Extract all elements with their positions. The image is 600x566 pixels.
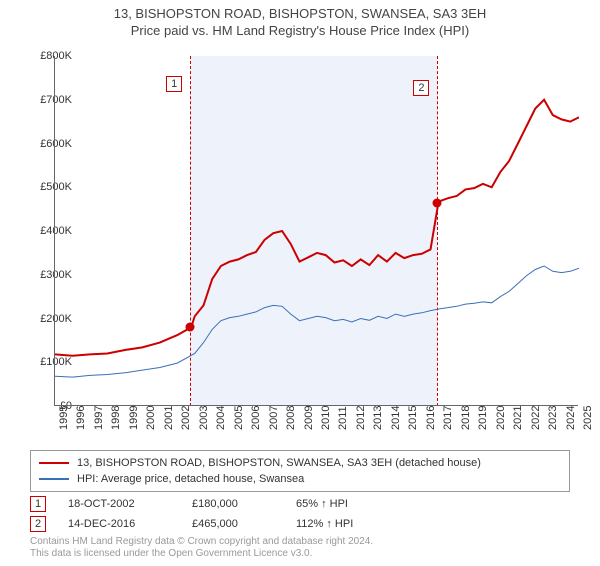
event-table: 1 18-OCT-2002 £180,000 65% ↑ HPI 2 14-DE… (30, 494, 570, 534)
chart-container: 13, BISHOPSTON ROAD, BISHOPSTON, SWANSEA… (0, 6, 600, 566)
legend-row: 13, BISHOPSTON ROAD, BISHOPSTON, SWANSEA… (39, 455, 561, 471)
legend-label: 13, BISHOPSTON ROAD, BISHOPSTON, SWANSEA… (77, 457, 481, 469)
event-row: 2 14-DEC-2016 £465,000 112% ↑ HPI (30, 514, 570, 534)
event-badge: 2 (30, 516, 46, 532)
legend: 13, BISHOPSTON ROAD, BISHOPSTON, SWANSEA… (30, 450, 570, 492)
legend-row: HPI: Average price, detached house, Swan… (39, 471, 561, 487)
event-date: 18-OCT-2002 (68, 498, 192, 510)
event-delta: 65% ↑ HPI (296, 498, 348, 510)
footer-line: Contains HM Land Registry data © Crown c… (30, 536, 570, 548)
legend-swatch (39, 478, 69, 480)
event-row: 1 18-OCT-2002 £180,000 65% ↑ HPI (30, 494, 570, 514)
footer-line: This data is licensed under the Open Gov… (30, 548, 570, 560)
chart-title: 13, BISHOPSTON ROAD, BISHOPSTON, SWANSEA… (0, 6, 600, 21)
event-delta: 112% ↑ HPI (296, 518, 353, 530)
legend-label: HPI: Average price, detached house, Swan… (77, 473, 304, 485)
legend-swatch (39, 462, 69, 464)
footer: Contains HM Land Registry data © Crown c… (30, 536, 570, 560)
plot-area (54, 56, 578, 406)
plot-svg (55, 56, 579, 406)
chart-subtitle: Price paid vs. HM Land Registry's House … (0, 23, 600, 38)
event-date: 14-DEC-2016 (68, 518, 192, 530)
event-badge: 1 (30, 496, 46, 512)
event-price: £180,000 (192, 498, 296, 510)
event-price: £465,000 (192, 518, 296, 530)
